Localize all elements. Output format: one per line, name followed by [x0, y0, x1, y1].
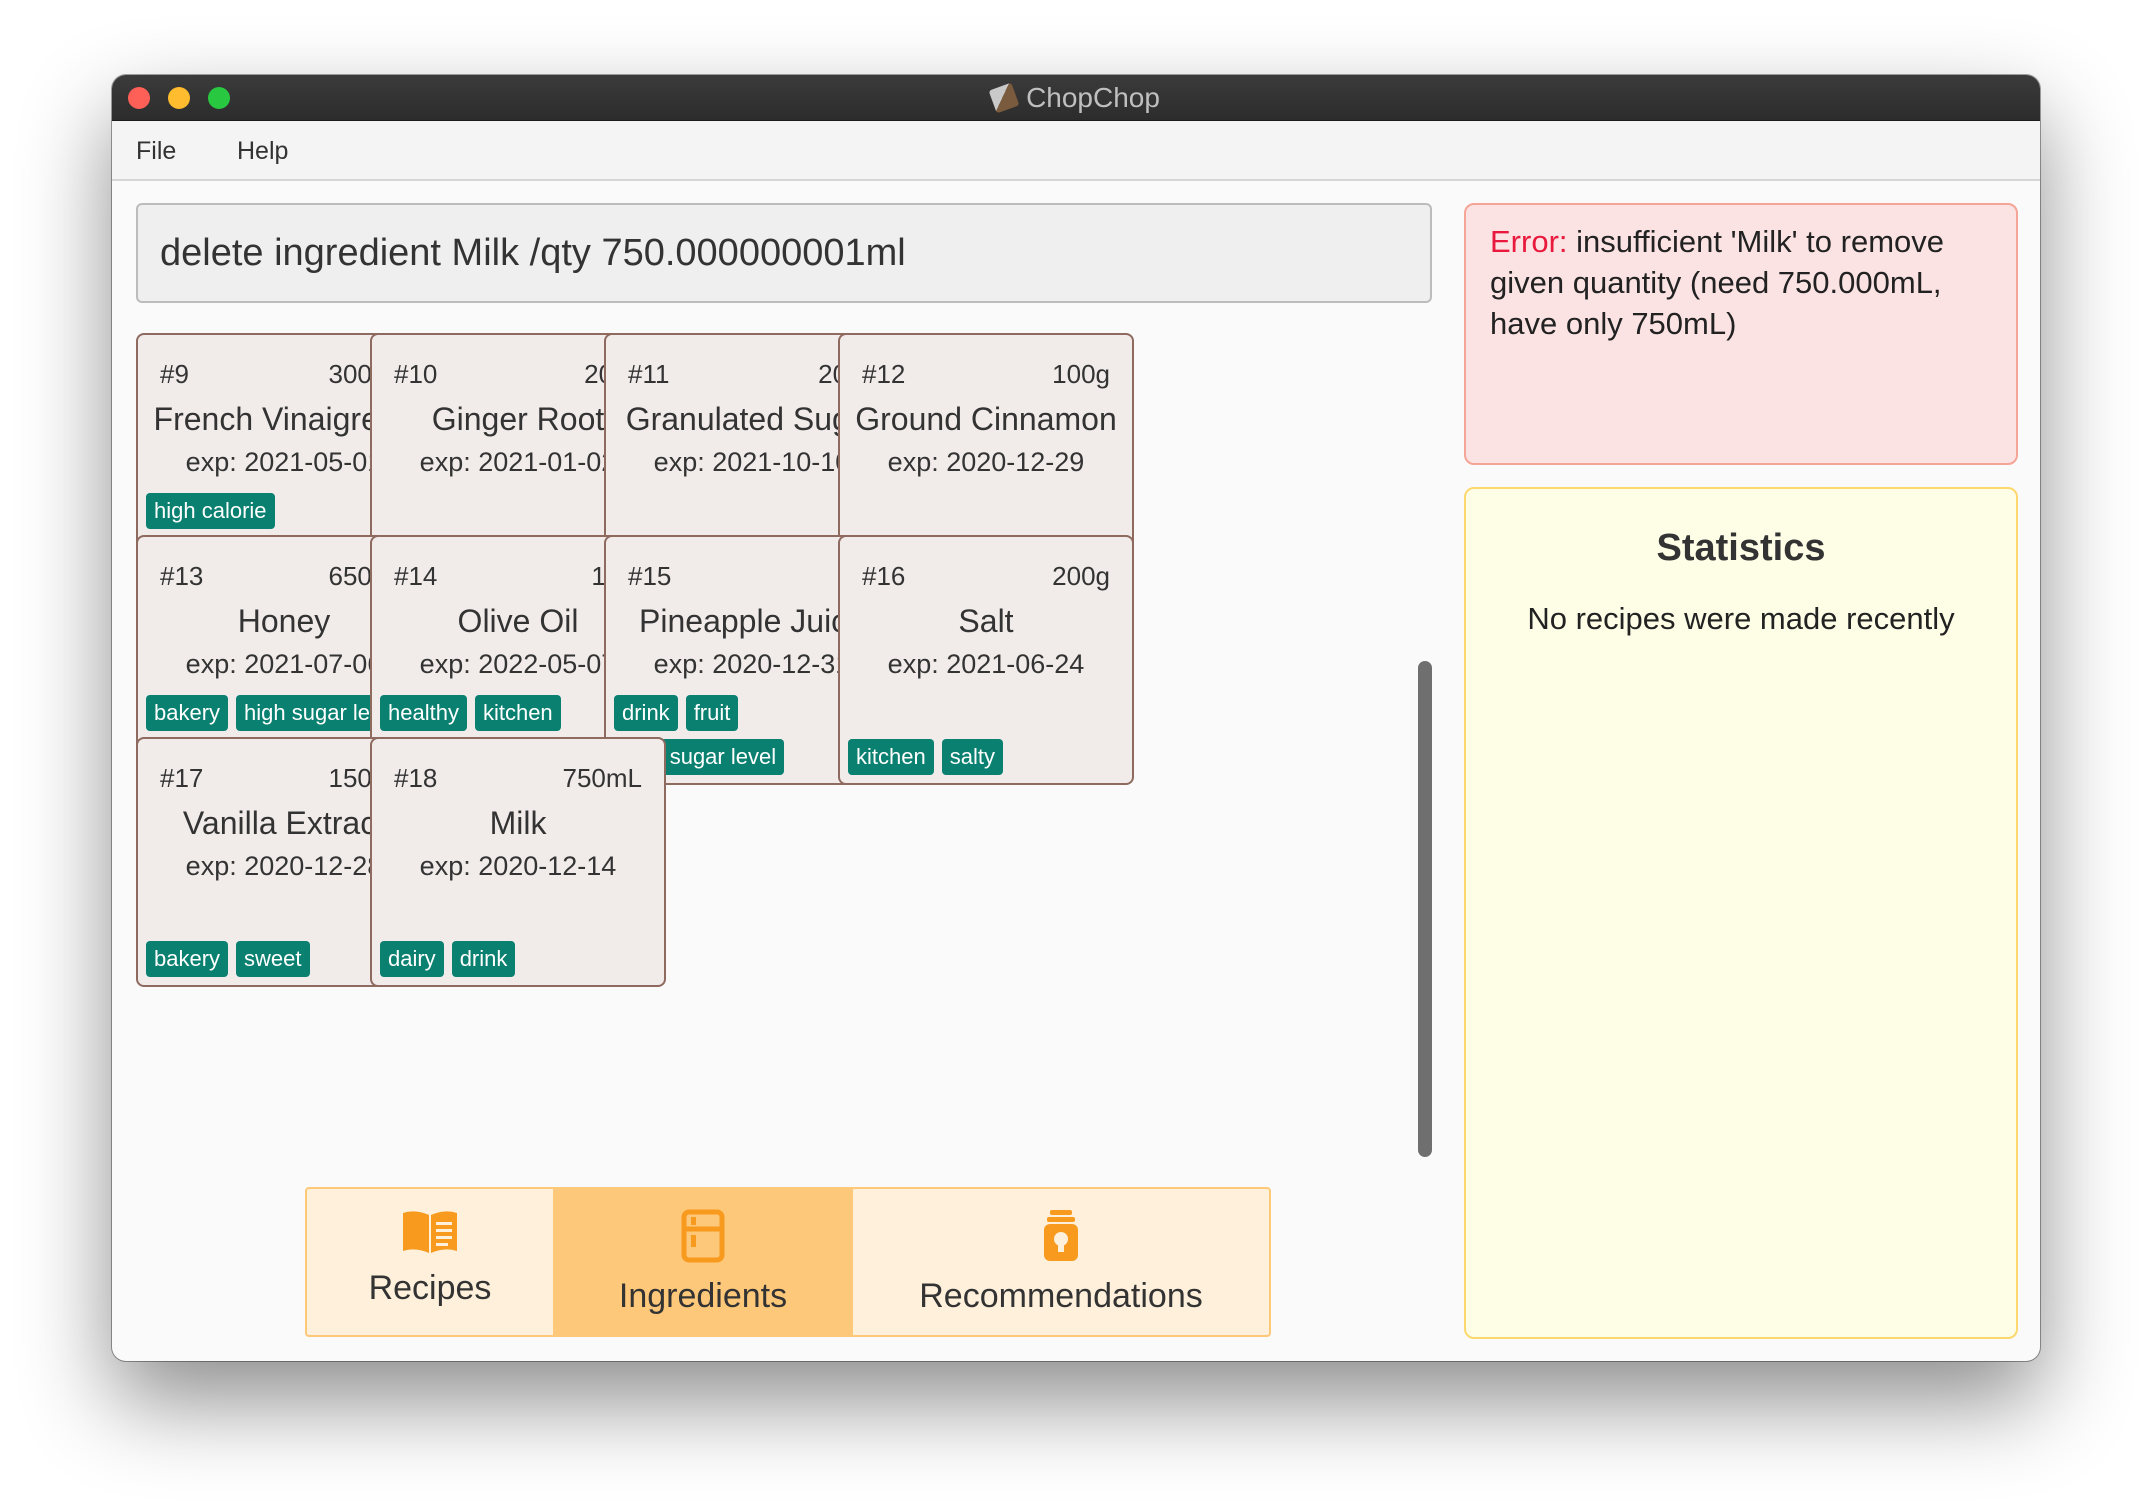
ingredient-expiry: exp: 2020-12-29 [887, 447, 1085, 477]
tab-recommendations-label: Recommendations [919, 1277, 1203, 1315]
ingredient-index: #16 [862, 561, 906, 591]
ingredient-name: Olive Oil [457, 603, 579, 639]
statistics-title: Statistics [1656, 527, 1826, 569]
ingredient-name: Ground Cinnamon [855, 401, 1117, 437]
tab-recipes[interactable]: Recipes [307, 1189, 553, 1335]
ingredient-name: Vanilla Extract [182, 805, 386, 841]
statistics-message: No recipes were made recently [1527, 601, 1955, 636]
app-window: ChopChop File Help delete ingredient Mil… [112, 75, 2040, 1361]
ingredient-index: #12 [862, 359, 906, 389]
tag-badge: sweet [236, 941, 310, 977]
ingredient-expiry: exp: 2021-07-06 [185, 649, 383, 679]
title-bar[interactable]: ChopChop [112, 75, 2040, 121]
ingredient-expiry: exp: 2022-05-07 [419, 649, 617, 679]
fridge-icon [681, 1209, 725, 1263]
window-title: ChopChop [112, 75, 2040, 120]
ingredient-quantity: 100g [1052, 359, 1110, 389]
ingredient-tags: bakery sweet [146, 941, 422, 977]
chopchop-app-icon [988, 82, 1020, 113]
menu-bar: File Help [112, 121, 2040, 181]
ingredient-expiry: exp: 2021-05-01 [185, 447, 383, 477]
window-title-text: ChopChop [1026, 81, 1160, 113]
close-window-button[interactable] [128, 87, 150, 109]
tab-ingredients-label: Ingredients [618, 1277, 788, 1315]
tab-bar: Recipes Ingredients Recommendations [305, 1187, 1271, 1337]
tag-badge: dairy [380, 941, 444, 977]
tag-badge: kitchen [848, 739, 934, 775]
tag-badge: drink [451, 941, 516, 977]
lightbulb-jar-icon [1044, 1210, 1078, 1261]
tag-badge: fruit [685, 695, 739, 731]
ingredient-expiry: exp: 2021-10-10 [653, 447, 851, 477]
ingredient-index: #18 [394, 763, 438, 793]
ingredient-index: #11 [628, 359, 670, 389]
menu-file[interactable]: File [136, 137, 177, 165]
command-input[interactable]: delete ingredient Milk /qty 750.00000000… [136, 203, 1432, 303]
ingredient-expiry: exp: 2020-12-14 [419, 851, 617, 881]
ingredient-index: #10 [394, 359, 438, 389]
ingredient-card[interactable]: #18 750mL Milk exp: 2020-12-14 dairy drink [370, 737, 666, 987]
ingredient-name: Granulated Sugar [625, 401, 879, 437]
tag-badge: bakery [146, 941, 229, 977]
tag-badge: healthy [380, 695, 467, 731]
tag-badge: drink [614, 695, 678, 731]
ingredient-quantity: 750mL [562, 763, 643, 793]
ingredient-expiry: exp: 2020-12-31 [653, 649, 851, 679]
ingredient-quantity: 200g [1052, 561, 1110, 591]
tag-badge: kitchen [474, 695, 561, 731]
ingredient-index: #13 [160, 561, 204, 591]
tag-badge: high calorie [146, 493, 275, 529]
ingredient-tags: kitchen salty [848, 739, 1124, 775]
tab-recipes-label: Recipes [368, 1269, 492, 1307]
book-icon [403, 1211, 457, 1253]
ingredient-index: #9 [160, 359, 189, 389]
ingredient-tags: dairy drink [380, 941, 656, 977]
ingredient-card[interactable]: #16 200g Salt exp: 2021-06-24 kitchen salty [838, 535, 1134, 785]
maximize-window-button[interactable] [208, 87, 230, 109]
menu-help[interactable]: Help [237, 137, 289, 165]
ingredient-name: Milk [489, 805, 547, 841]
ingredient-name: Salt [958, 603, 1014, 639]
ingredient-expiry: exp: 2021-06-24 [887, 649, 1085, 679]
tab-ingredients[interactable]: Ingredients [553, 1189, 853, 1335]
ingredient-index: #15 [628, 561, 672, 591]
tag-badge: salty [941, 739, 1003, 775]
tab-recommendations[interactable]: Recommendations [853, 1189, 1269, 1335]
minimize-window-button[interactable] [168, 87, 190, 109]
ingredient-index: #14 [394, 561, 438, 591]
ingredient-expiry: exp: 2020-12-28 [185, 851, 383, 881]
ingredient-name: Ginger Root [431, 401, 605, 437]
result-display: Error: insufficient 'Milk' to remove giv… [1464, 203, 2018, 465]
error-label: Error: [1490, 224, 1568, 259]
ingredient-index: #17 [160, 763, 204, 793]
ingredient-name: Pineapple Juice [639, 603, 865, 639]
ingredient-expiry: exp: 2021-01-02 [419, 447, 617, 477]
ingredient-name: Honey [237, 603, 331, 639]
statistics-panel: Statistics No recipes were made recently [1464, 487, 2018, 1339]
ingredient-list-scrollbar[interactable] [1418, 661, 1432, 1157]
error-message: insufficient 'Milk' to remove given quan… [1490, 224, 1945, 341]
tag-badge: bakery [146, 695, 229, 731]
